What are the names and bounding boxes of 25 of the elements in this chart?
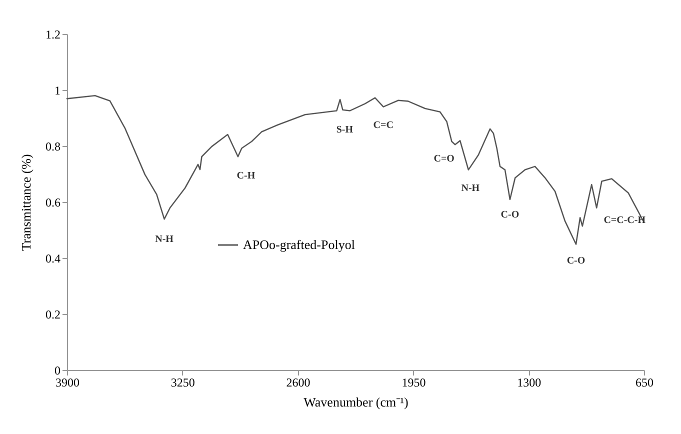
y-axis-title: Transmittance (%) <box>18 154 34 251</box>
annotation: C=C-C-H <box>604 214 646 226</box>
legend-label: APOo-grafted-Polyol <box>243 237 356 252</box>
y-tick-label: 0 <box>54 364 60 378</box>
annotation: C-H <box>236 170 256 182</box>
annotation: C=O <box>434 154 455 165</box>
x-tick-label: 1300 <box>517 376 542 390</box>
annotation: C-O <box>500 209 520 220</box>
y-tick-label: 0.2 <box>46 308 60 322</box>
y-tick-label: 0.8 <box>46 140 60 154</box>
x-tick-label: 3250 <box>170 376 195 390</box>
x-tick-label: 650 <box>636 376 654 390</box>
x-tick-label: 2600 <box>286 376 310 390</box>
y-tick-label: 1 <box>54 84 60 98</box>
y-tick-label: 0.4 <box>46 252 60 266</box>
annotation: C=C <box>373 120 394 131</box>
y-tick-label: 1.2 <box>46 28 60 42</box>
annotation: C-O <box>566 255 586 266</box>
x-tick-label: 1950 <box>402 376 426 390</box>
x-axis-title: Wavenumber (cm⁻¹) <box>304 394 408 410</box>
y-tick-label: 0.6 <box>46 196 60 210</box>
x-tick-label: 3900 <box>56 376 80 390</box>
annotation: N-H <box>461 182 480 194</box>
annotation: N-H <box>155 234 174 246</box>
annotation: S-H <box>336 124 354 136</box>
